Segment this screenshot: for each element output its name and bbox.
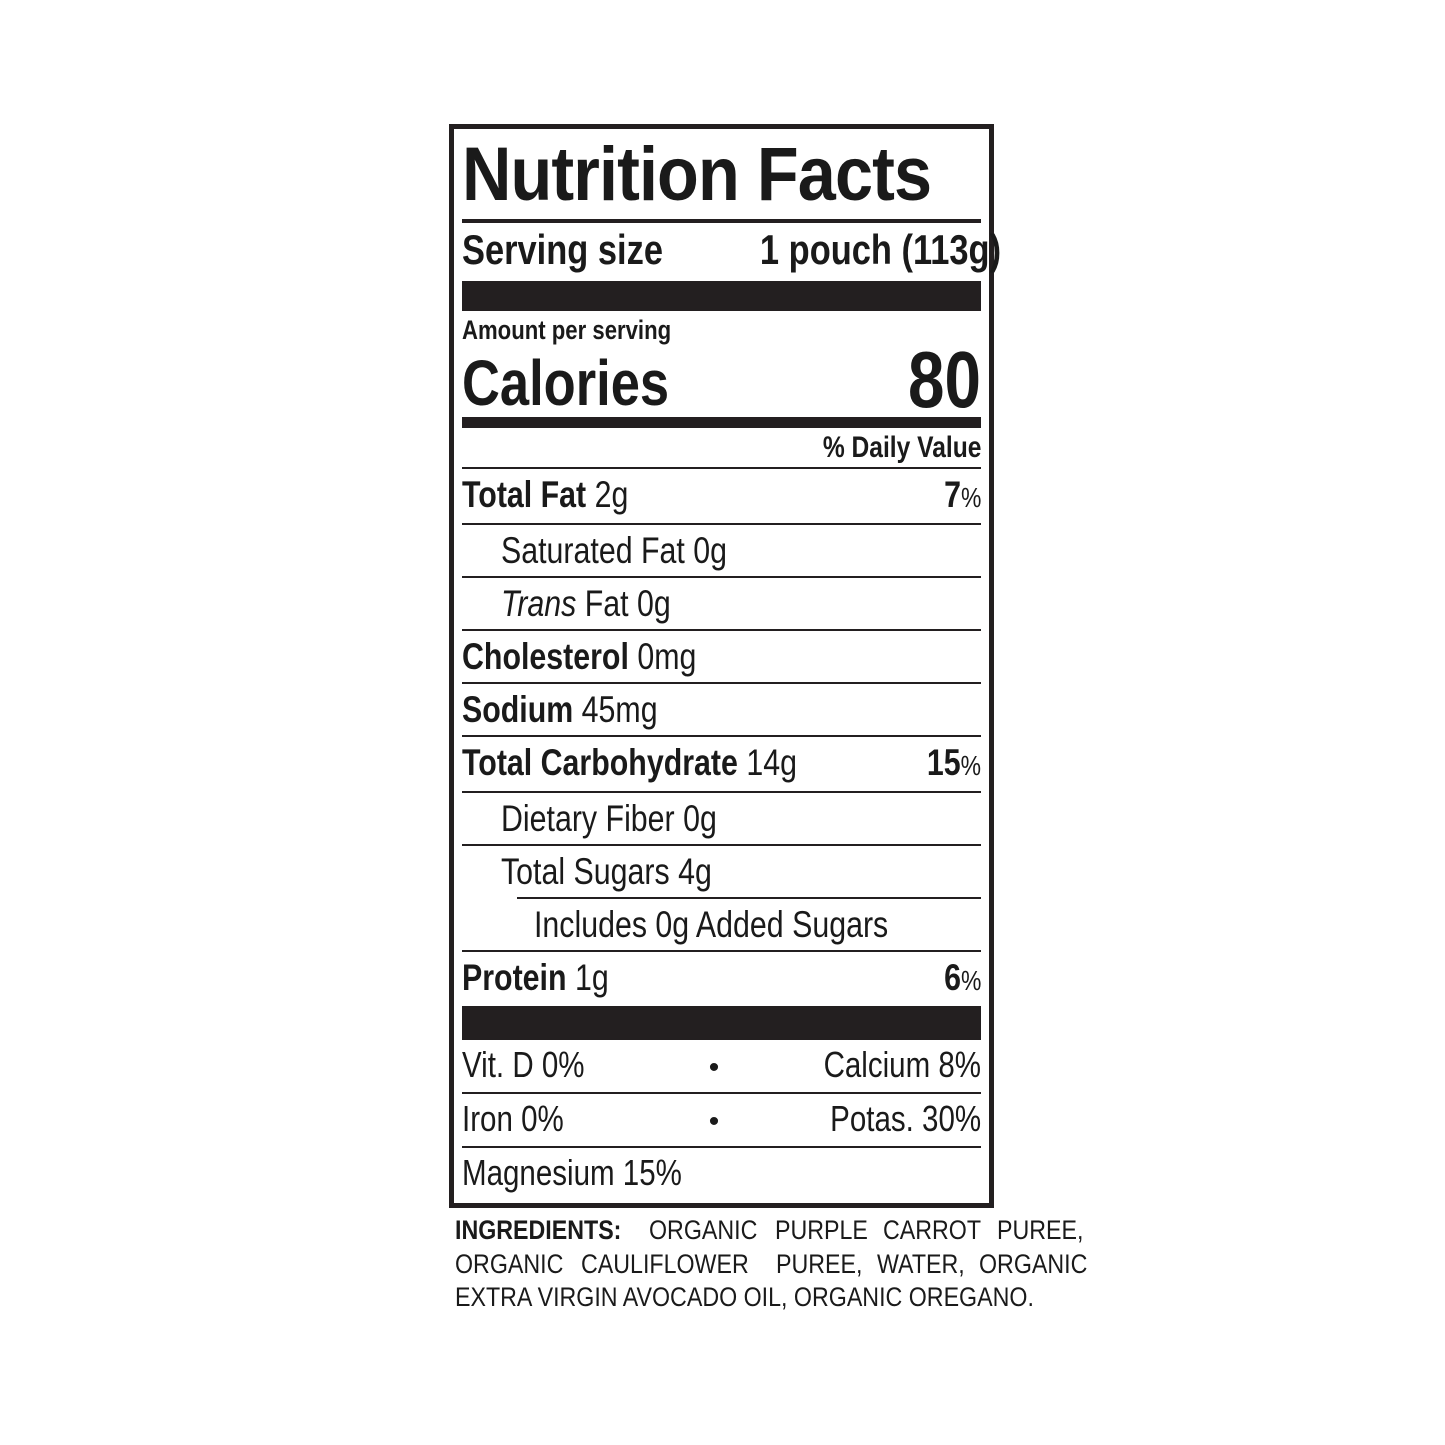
nutrition-facts-panel: Nutrition Facts Serving size 1 pouch (11… — [449, 124, 1001, 1208]
nutrition-facts-inner: Nutrition Facts Serving size 1 pouch (11… — [462, 131, 1001, 1201]
ing-word: ORGANIC — [455, 1248, 564, 1279]
bullet-separator-icon: • — [708, 1051, 720, 1084]
nutrient-name-cholesterol: Cholesterol 0mg — [462, 636, 697, 677]
row-divider — [462, 844, 981, 846]
nutrient-name-total-sugars: Total Sugars 4g — [501, 851, 712, 892]
nutrient-row-dietary-fiber: Dietary Fiber 0g — [462, 793, 981, 844]
ing-word: CAULIFLOWER — [581, 1248, 749, 1279]
row-divider — [462, 1092, 981, 1094]
ingredients-block: INGREDIENTS: ORGANIC PURPLE CARROT PUREE, OR… — [455, 1214, 1087, 1315]
serving-size-value: 1 pouch (113g) — [760, 226, 1002, 273]
vitamin-row-3: Magnesium 15% — [462, 1148, 981, 1197]
ingredients-line-3: EXTRA VIRGIN AVOCADO OIL, ORGANIC OREGAN… — [455, 1282, 1034, 1312]
nutrient-name-protein: Protein 1g — [462, 957, 609, 998]
vitamin-row-2: Iron 0% • Potas. 30% — [462, 1094, 981, 1146]
vitamin-magnesium: Magnesium 15% — [462, 1152, 682, 1193]
ing-word: PUREE, — [776, 1248, 863, 1279]
nutrient-row-trans-fat: Trans Fat 0g — [462, 578, 981, 629]
nutrient-row-total-fat: Total Fat 2g 7% — [462, 469, 981, 523]
nutrient-name-dietary-fiber: Dietary Fiber 0g — [501, 798, 717, 839]
daily-value-header: % Daily Value — [822, 431, 981, 464]
serving-size-thick-bar — [462, 281, 981, 311]
nutrient-row-saturated-fat: Saturated Fat 0g — [462, 525, 981, 576]
row-divider — [462, 682, 981, 684]
row-divider — [462, 576, 981, 578]
protein-thick-bar — [462, 1006, 981, 1040]
vitamin-vit-d: Vit. D 0% — [462, 1044, 585, 1085]
nutrient-dv-protein: 6% — [943, 957, 981, 998]
daily-value-divider — [462, 467, 981, 469]
row-divider-indented — [517, 897, 981, 899]
ing-word: CARROT — [882, 1215, 981, 1245]
page-title: Nutrition Facts — [462, 131, 981, 219]
ing-word: PURPLE — [774, 1215, 868, 1245]
nutrient-name-trans-fat: Trans Fat 0g — [501, 583, 671, 624]
nutrient-name-total-carbohydrate: Total Carbohydrate 14g — [462, 742, 797, 783]
nutrient-name-total-fat: Total Fat 2g — [462, 474, 629, 515]
row-divider — [462, 950, 981, 952]
ingredients-heading: INGREDIENTS: — [455, 1215, 622, 1245]
vitamin-iron: Iron 0% — [462, 1098, 564, 1139]
nutrient-dv-total-fat: 7% — [943, 474, 981, 515]
amount-per-serving-label: Amount per serving — [462, 315, 672, 345]
row-divider — [462, 523, 981, 525]
nutrient-row-added-sugars: Includes 0g Added Sugars — [462, 899, 981, 950]
nutrition-facts-title-text: Nutrition Facts — [462, 132, 932, 217]
serving-size-row: Serving size 1 pouch (113g) — [462, 223, 1001, 281]
calories-row: Calories 80 — [462, 335, 981, 424]
row-divider — [462, 735, 981, 737]
row-divider — [462, 791, 981, 793]
serving-size-label: Serving size — [462, 226, 663, 273]
nutrient-row-total-carbohydrate: Total Carbohydrate 14g 15% — [462, 737, 981, 791]
nutrient-name-sodium: Sodium 45mg — [462, 689, 658, 730]
row-divider — [462, 1146, 981, 1148]
calories-divider — [462, 417, 981, 428]
nutrient-row-cholesterol: Cholesterol 0mg — [462, 631, 981, 682]
ingredients-line-1: INGREDIENTS: ORGANIC PURPLE CARROT PUREE, — [455, 1214, 1083, 1248]
ing-word: PUREE, — [996, 1215, 1084, 1245]
nutrient-name-added-sugars: Includes 0g Added Sugars — [534, 904, 889, 945]
row-divider — [462, 629, 981, 631]
ing-word: WATER, — [876, 1248, 965, 1279]
ing-word: ORGANIC — [978, 1248, 1087, 1279]
nutrient-row-protein: Protein 1g 6% — [462, 952, 981, 1006]
ingredients-line-2: ORGANIC CAULIFLOWER PUREE, WATER, ORGANIC — [455, 1248, 1087, 1282]
vitamin-row-1: Vit. D 0% • Calcium 8% — [462, 1040, 981, 1092]
nutrient-name-saturated-fat: Saturated Fat 0g — [501, 530, 728, 571]
calories-value: 80 — [908, 335, 981, 424]
nutrient-dv-total-carbohydrate: 15% — [926, 742, 981, 783]
vitamin-calcium: Calcium 8% — [823, 1044, 981, 1085]
ing-word: ORGANIC — [648, 1215, 757, 1245]
vitamin-potassium: Potas. 30% — [830, 1098, 981, 1139]
calories-label: Calories — [462, 347, 670, 419]
nutrient-row-total-sugars: Total Sugars 4g — [462, 846, 981, 897]
title-divider — [462, 219, 981, 223]
bullet-separator-icon: • — [708, 1105, 720, 1138]
nutrient-row-sodium: Sodium 45mg — [462, 684, 981, 735]
